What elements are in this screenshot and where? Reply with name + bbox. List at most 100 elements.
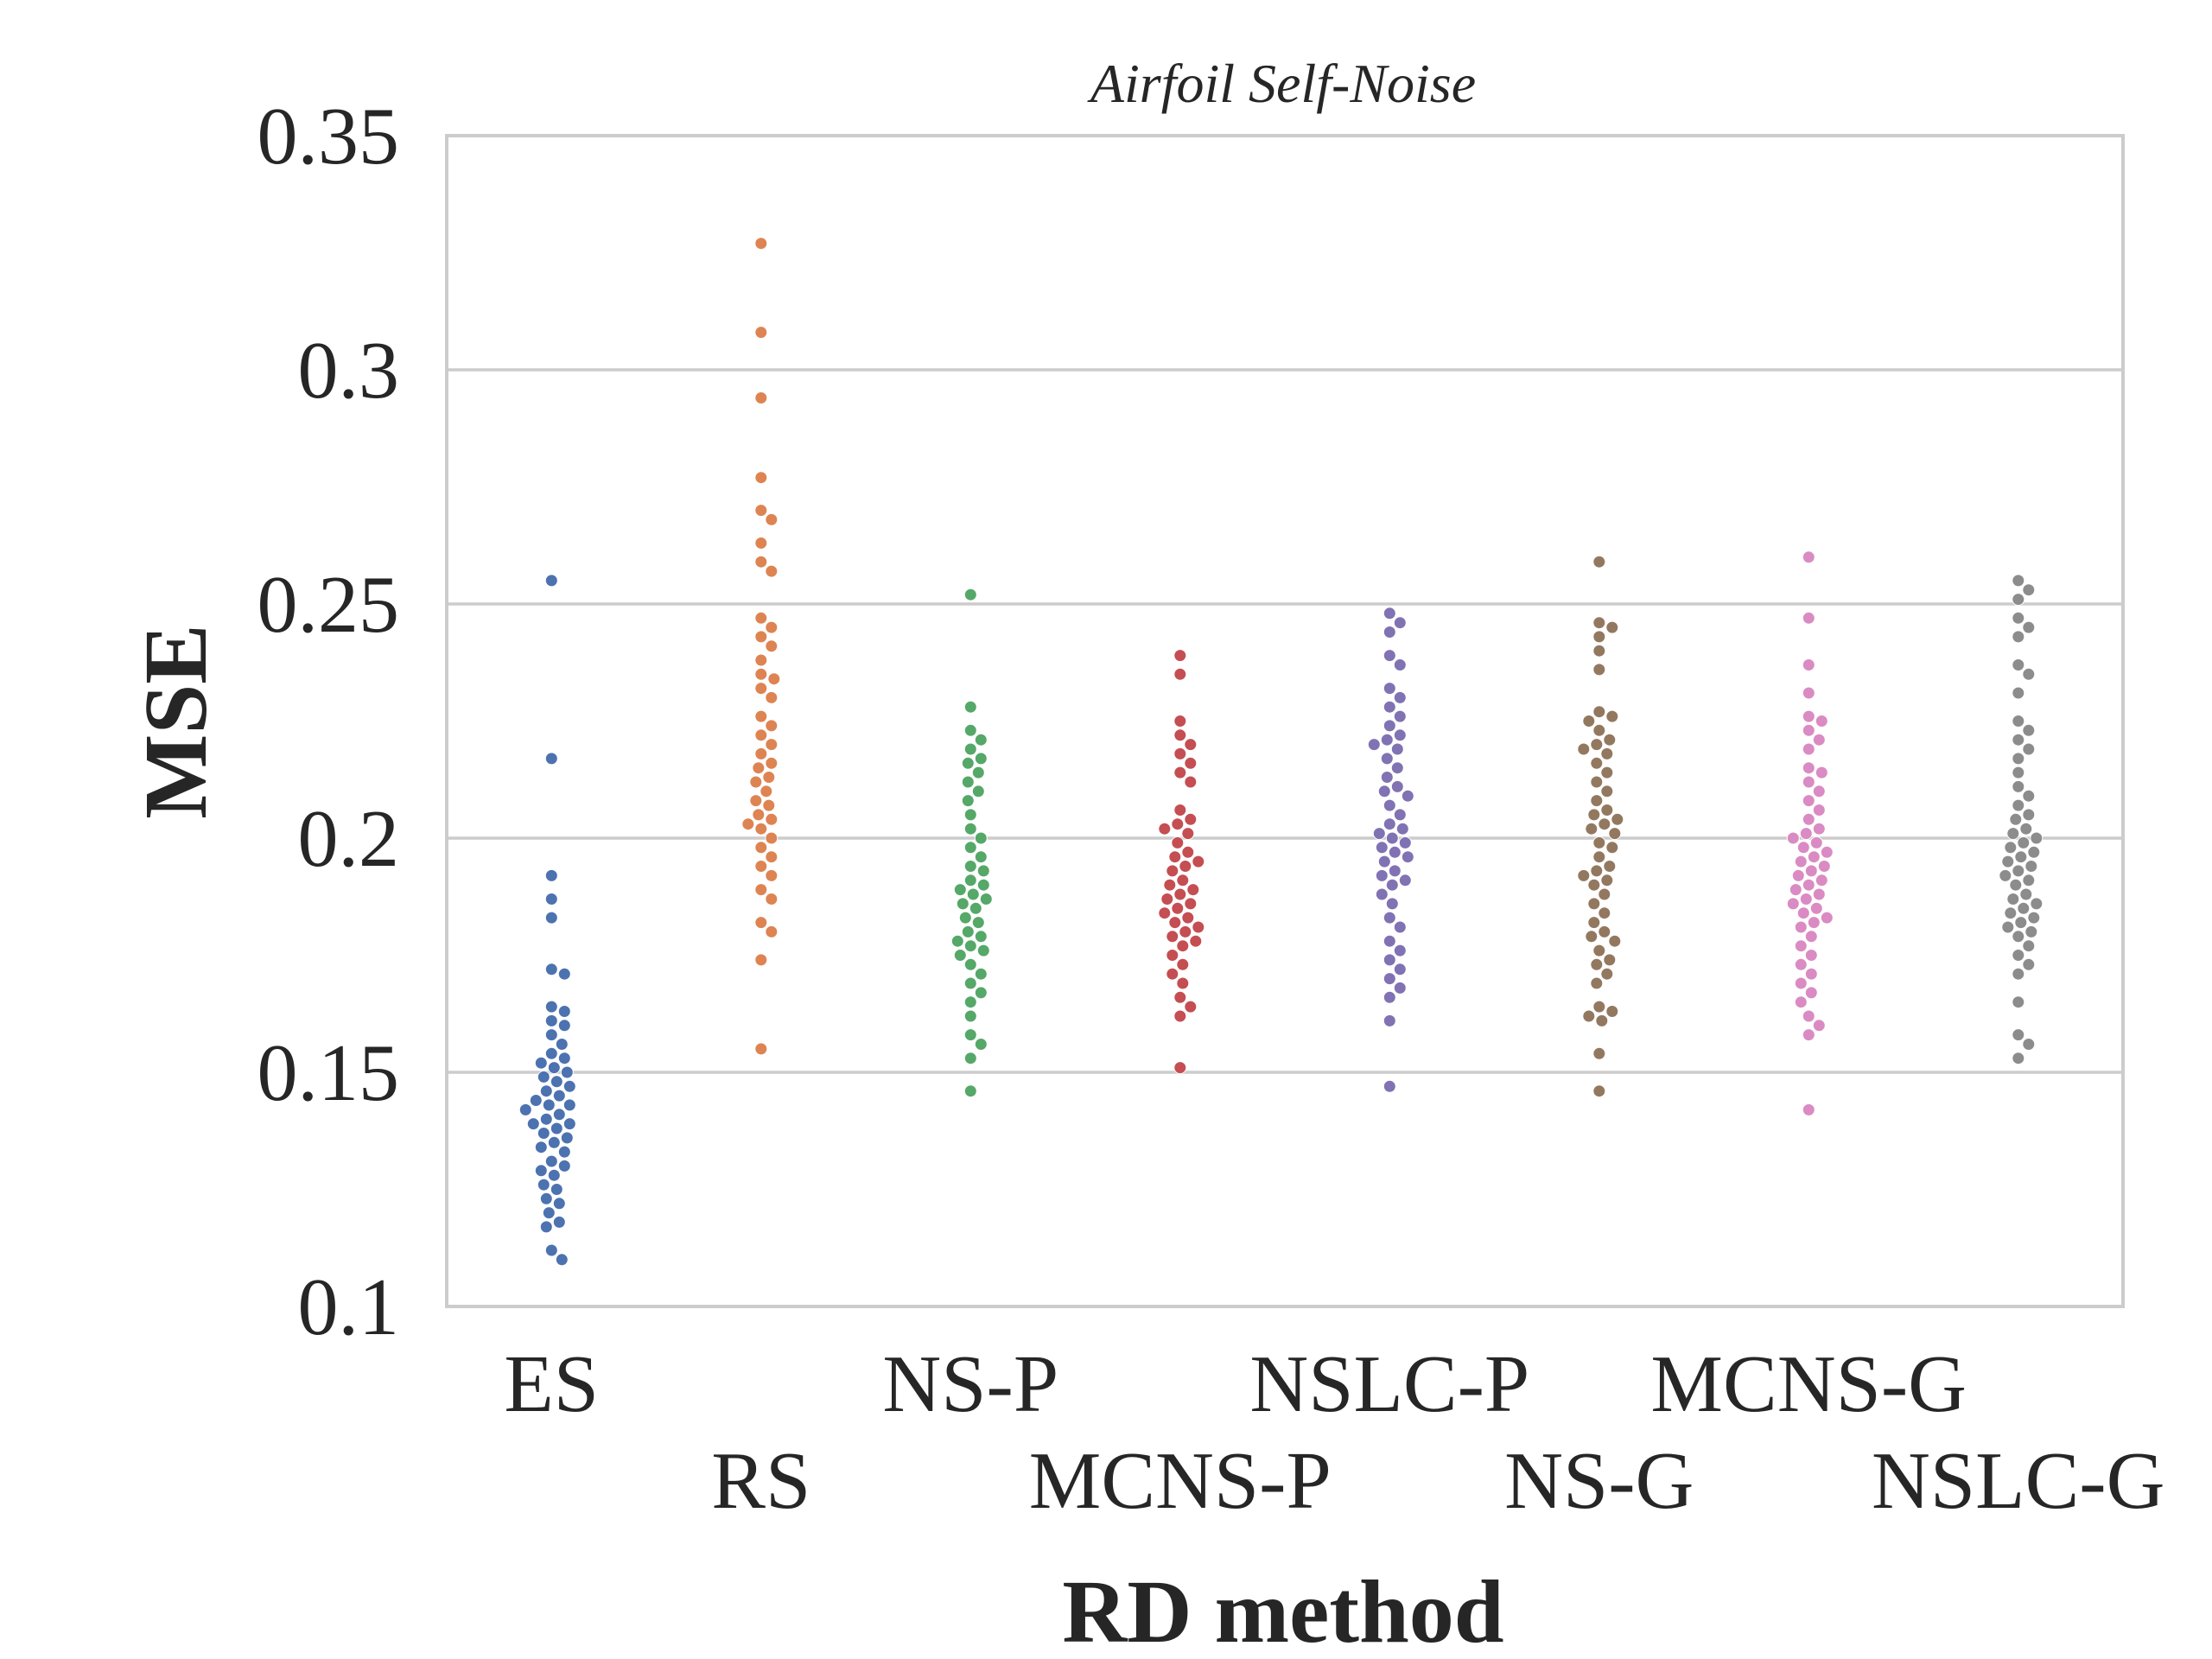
data-point-ns-g — [1603, 733, 1617, 747]
data-point-mcns-p — [1184, 812, 1198, 826]
x-tick-label: NS-P — [882, 1339, 1058, 1429]
data-point-mcns-p — [1179, 925, 1192, 938]
data-point-nslc-p — [1380, 733, 1394, 747]
data-point-mcns-g — [1799, 893, 1813, 906]
data-point-rs — [754, 747, 768, 760]
data-point-nslc-p — [1382, 682, 1396, 696]
data-point-nslc-g — [2024, 860, 2038, 873]
data-point-rs — [749, 794, 763, 808]
data-point-ns-g — [1592, 616, 1606, 630]
data-point-mcns-p — [1158, 822, 1172, 836]
data-point-ns-p — [958, 911, 972, 925]
data-point-es — [544, 1028, 558, 1042]
x-tick-label: MCNS-P — [1029, 1436, 1332, 1526]
data-point-rs — [765, 620, 779, 634]
data-point-mcns-p — [1173, 649, 1187, 663]
data-point-mcns-g — [1802, 709, 1815, 723]
data-point-ns-g — [1590, 738, 1604, 752]
data-point-mcns-p — [1166, 930, 1179, 944]
data-point-nslc-p — [1367, 738, 1381, 752]
data-point-es — [534, 1164, 548, 1178]
data-point-mcns-g — [1794, 855, 1808, 868]
data-point-nslc-p — [1380, 752, 1394, 766]
data-point-es — [555, 1253, 569, 1267]
data-point-ns-p — [956, 897, 969, 911]
data-point-nslc-p — [1382, 990, 1396, 1004]
x-tick-label: ES — [504, 1339, 599, 1429]
data-point-ns-g — [1600, 747, 1614, 760]
data-point-rs — [762, 771, 776, 784]
data-point-mcns-g — [1794, 995, 1808, 1009]
data-point-ns-g — [1587, 916, 1601, 930]
x-axis-label: RD method — [1062, 1562, 1503, 1659]
data-point-mcns-g — [1812, 822, 1826, 836]
data-point-mcns-g — [1812, 804, 1826, 817]
data-point-mcns-p — [1171, 836, 1185, 849]
data-point-mcns-p — [1176, 957, 1190, 971]
y-tick-label: 0.1 — [298, 1262, 400, 1352]
data-point-mcns-g — [1812, 785, 1826, 798]
data-point-es — [544, 911, 558, 925]
data-point-nslc-p — [1377, 785, 1391, 798]
data-point-mcns-g — [1815, 715, 1828, 728]
data-point-rs — [765, 893, 779, 906]
data-point-nslc-p — [1382, 798, 1396, 812]
data-point-es — [547, 1135, 561, 1149]
data-point-ns-p — [974, 850, 988, 864]
data-point-mcns-g — [1802, 761, 1815, 775]
data-point-mcns-p — [1166, 864, 1179, 878]
data-point-ns-g — [1592, 850, 1606, 864]
data-point-ns-g — [1590, 864, 1604, 878]
data-point-ns-p — [963, 874, 977, 887]
data-point-mcns-g — [1820, 845, 1834, 859]
data-point-nslc-g — [2012, 766, 2025, 779]
data-point-ns-p — [961, 925, 975, 938]
data-point-es — [529, 1094, 543, 1107]
data-point-ns-p — [971, 916, 985, 930]
data-point-nslc-g — [2022, 667, 2036, 681]
data-point-nslc-p — [1393, 690, 1407, 704]
data-point-ns-g — [1592, 630, 1606, 644]
data-point-nslc-p — [1375, 868, 1389, 882]
data-point-ns-g — [1605, 1005, 1619, 1018]
data-point-es — [539, 1192, 553, 1205]
data-point-nslc-g — [2022, 1038, 2036, 1051]
data-point-mcns-g — [1812, 887, 1826, 901]
data-point-ns-p — [963, 976, 977, 990]
data-point-ns-p — [950, 934, 964, 948]
data-point-nslc-g — [2004, 906, 2018, 920]
data-point-mcns-g — [1804, 864, 1818, 878]
data-point-rs — [754, 682, 768, 696]
data-point-rs — [754, 653, 768, 667]
data-point-nslc-p — [1382, 607, 1396, 620]
data-point-nslc-g — [2014, 850, 2028, 864]
data-point-ns-g — [1582, 1009, 1596, 1023]
data-point-es — [534, 1056, 548, 1070]
data-point-es — [539, 1112, 553, 1126]
data-point-mcns-g — [1809, 836, 1823, 849]
y-tick-label: 0.2 — [298, 794, 400, 884]
data-point-mcns-g — [1789, 883, 1802, 897]
data-point-rs — [765, 868, 779, 882]
data-point-mcns-p — [1173, 715, 1187, 728]
data-point-mcns-p — [1181, 845, 1195, 859]
data-point-nslc-p — [1393, 658, 1407, 671]
data-point-rs — [754, 630, 768, 644]
data-point-mcns-g — [1802, 723, 1815, 737]
data-point-rs — [765, 564, 779, 578]
data-point-nslc-p — [1398, 836, 1412, 849]
data-point-ns-g — [1590, 756, 1604, 770]
data-point-ns-p — [963, 860, 977, 873]
data-point-es — [544, 574, 558, 588]
data-point-ns-p — [974, 831, 988, 845]
data-point-mcns-p — [1173, 1061, 1187, 1075]
data-point-nslc-g — [2017, 836, 2031, 849]
data-point-ns-p — [976, 878, 990, 892]
data-point-rs — [765, 925, 779, 938]
data-point-ns-g — [1592, 944, 1606, 957]
data-point-mcns-g — [1802, 1028, 1815, 1042]
data-point-ns-g — [1600, 874, 1614, 887]
data-point-nslc-g — [2022, 583, 2036, 597]
data-point-mcns-p — [1171, 817, 1185, 831]
data-point-nslc-g — [2012, 779, 2025, 793]
